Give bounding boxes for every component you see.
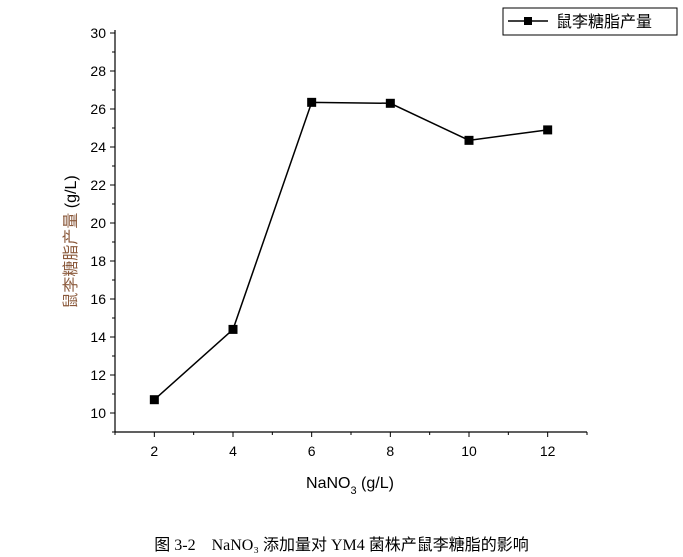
- data-point: [543, 125, 553, 135]
- y-tick-label: 28: [90, 63, 106, 79]
- y-tick-label: 10: [90, 405, 106, 421]
- data-point: [464, 135, 474, 145]
- x-axis-label: NaNO3 (g/L): [306, 475, 394, 497]
- y-tick-label: 24: [90, 139, 106, 155]
- y-tick-label: 16: [90, 291, 106, 307]
- y-tick-label: 14: [90, 329, 106, 345]
- y-tick-label: 30: [90, 25, 106, 41]
- legend-label: 鼠李糖脂产量: [556, 13, 652, 31]
- y-axis-label: 鼠李糖脂产量 (g/L): [62, 175, 80, 308]
- x-tick-label: 8: [386, 443, 394, 459]
- series-line: [153, 101, 548, 401]
- x-tick-label: 10: [461, 443, 477, 459]
- y-tick-label: 22: [90, 177, 106, 193]
- data-point: [385, 98, 395, 108]
- y-tick-label: 12: [90, 367, 106, 383]
- x-tick-label: 2: [150, 443, 158, 459]
- legend: 鼠李糖脂产量: [502, 7, 678, 36]
- data-point: [307, 97, 317, 107]
- x-tick-label: 4: [229, 443, 237, 459]
- x-tick-label: 12: [540, 443, 556, 459]
- y-tick-label: 20: [90, 215, 106, 231]
- data-point: [149, 395, 159, 405]
- data-point: [228, 324, 238, 334]
- figure-caption: 图 3-2 NaNO₃ 添加量对 YM4 菌株产鼠李糖脂的影响: [154, 537, 529, 554]
- x-tick-label: 6: [308, 443, 316, 459]
- y-tick-label: 26: [90, 101, 106, 117]
- y-tick-label: 18: [90, 253, 106, 269]
- legend-marker-icon: [524, 17, 532, 25]
